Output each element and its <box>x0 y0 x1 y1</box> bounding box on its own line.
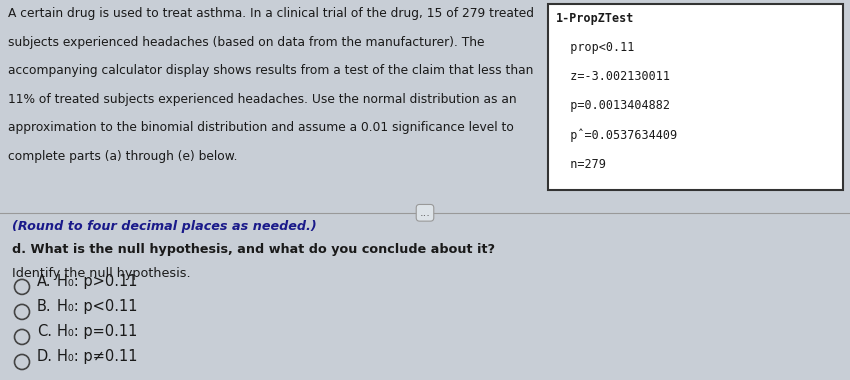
Text: complete parts (a) through (e) below.: complete parts (a) through (e) below. <box>8 150 237 163</box>
Text: approximation to the binomial distribution and assume a 0.01 significance level : approximation to the binomial distributi… <box>8 122 514 135</box>
Text: ...: ... <box>420 208 430 218</box>
Text: Identify the null hypothesis.: Identify the null hypothesis. <box>12 267 190 280</box>
Text: H₀: p>0.11: H₀: p>0.11 <box>57 274 138 290</box>
Text: z=-3.002130011: z=-3.002130011 <box>556 70 670 83</box>
Text: A.: A. <box>37 274 52 290</box>
Text: H₀: p≠0.11: H₀: p≠0.11 <box>57 350 138 364</box>
Text: n=279: n=279 <box>556 158 606 171</box>
Text: A certain drug is used to treat asthma. In a clinical trial of the drug, 15 of 2: A certain drug is used to treat asthma. … <box>8 7 534 20</box>
Text: p̂=0.0537634409: p̂=0.0537634409 <box>556 128 677 142</box>
Text: H₀: p<0.11: H₀: p<0.11 <box>57 299 138 314</box>
Text: prop<0.11: prop<0.11 <box>556 41 634 54</box>
Text: subjects experienced headaches (based on data from the manufacturer). The: subjects experienced headaches (based on… <box>8 36 484 49</box>
Text: C.: C. <box>37 325 52 339</box>
Text: D.: D. <box>37 350 53 364</box>
Text: 11% of treated subjects experienced headaches. Use the normal distribution as an: 11% of treated subjects experienced head… <box>8 93 517 106</box>
Text: H₀: p=0.11: H₀: p=0.11 <box>57 325 138 339</box>
Text: p=0.0013404882: p=0.0013404882 <box>556 100 670 112</box>
Text: 1-PropZTest: 1-PropZTest <box>556 12 634 25</box>
Text: (Round to four decimal places as needed.): (Round to four decimal places as needed.… <box>12 220 317 233</box>
Text: d. What is the null hypothesis, and what do you conclude about it?: d. What is the null hypothesis, and what… <box>12 243 495 256</box>
Text: accompanying calculator display shows results from a test of the claim that less: accompanying calculator display shows re… <box>8 64 534 77</box>
Text: B.: B. <box>37 299 52 314</box>
FancyBboxPatch shape <box>548 4 843 190</box>
